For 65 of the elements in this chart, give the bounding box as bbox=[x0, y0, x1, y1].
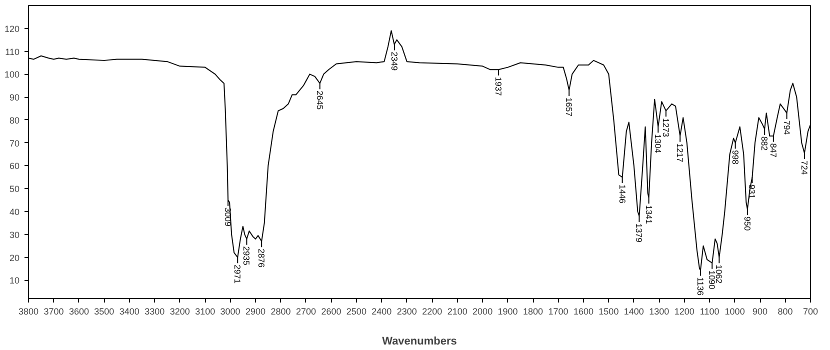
annotation: 1304 bbox=[653, 134, 664, 154]
x-tick-label: 3300 bbox=[144, 306, 165, 316]
y-tick-label: 50 bbox=[9, 184, 20, 194]
x-tick-label: 3200 bbox=[170, 306, 190, 316]
x-tick-label: 2900 bbox=[246, 306, 266, 316]
x-tick-label: 3100 bbox=[195, 306, 216, 316]
x-tick-label: 1300 bbox=[649, 306, 670, 316]
x-tick-label: 2800 bbox=[270, 306, 291, 316]
x-tick-label: 1800 bbox=[523, 306, 544, 316]
x-tick-label: 1700 bbox=[548, 306, 568, 316]
y-tick-label: 70 bbox=[9, 138, 20, 148]
y-tick-label: 30 bbox=[9, 230, 20, 240]
x-tick-label: 1000 bbox=[724, 306, 745, 316]
x-tick-label: 3700 bbox=[44, 306, 64, 316]
y-tick-label: 20 bbox=[9, 252, 20, 263]
annotation: 882 bbox=[760, 136, 770, 151]
x-tick-label: 1400 bbox=[624, 306, 644, 316]
y-tick-label: 100 bbox=[4, 70, 20, 80]
x-tick-label: 1900 bbox=[498, 306, 518, 316]
annotation: 2876 bbox=[256, 248, 267, 268]
x-tick-label: 3400 bbox=[119, 306, 140, 316]
x-tick-label: 2700 bbox=[296, 306, 316, 316]
y-tick-label: 120 bbox=[4, 24, 20, 34]
x-tick-label: 2200 bbox=[422, 306, 442, 316]
annotation: 1379 bbox=[634, 223, 644, 243]
annotation: 950 bbox=[742, 216, 752, 232]
annotation: 1657 bbox=[564, 98, 574, 117]
annotation: 1273 bbox=[660, 118, 671, 138]
x-tick-label: 1200 bbox=[674, 306, 694, 316]
x-axis-title: Wavenumbers bbox=[382, 336, 457, 348]
x-tick-label: 900 bbox=[752, 306, 768, 316]
annotation: 1341 bbox=[644, 205, 654, 224]
annotation: 1136 bbox=[696, 277, 706, 296]
y-tick-label: 90 bbox=[9, 92, 20, 103]
x-tick-label: 2600 bbox=[321, 306, 342, 316]
y-tick-label: 110 bbox=[5, 46, 20, 57]
x-tick-label: 2400 bbox=[372, 306, 392, 316]
x-tick-label: 1600 bbox=[573, 306, 594, 316]
y-tick-label: 80 bbox=[9, 115, 20, 126]
annotation: 998 bbox=[730, 150, 740, 165]
y-tick-label: 60 bbox=[9, 161, 20, 172]
annotation: 2935 bbox=[242, 246, 252, 266]
x-tick-label: 2500 bbox=[346, 306, 366, 316]
y-tick-label: 40 bbox=[9, 207, 20, 218]
annotation: 2645 bbox=[314, 90, 325, 110]
x-tick-label: 3800 bbox=[18, 306, 39, 316]
annotation: 2349 bbox=[390, 52, 400, 71]
x-tick-label: 3600 bbox=[68, 306, 89, 316]
annotation: 2971 bbox=[232, 264, 243, 284]
x-tick-label: 3500 bbox=[94, 306, 114, 316]
x-tick-label: 800 bbox=[778, 306, 793, 316]
annotation: 1217 bbox=[675, 143, 686, 162]
annotation: 794 bbox=[782, 120, 792, 135]
x-tick-label: 2000 bbox=[472, 306, 493, 316]
annotation: 724 bbox=[799, 160, 810, 175]
annotation: 1446 bbox=[617, 184, 628, 204]
annotation: 847 bbox=[768, 143, 778, 158]
x-tick-label: 1100 bbox=[700, 306, 720, 316]
annotation: 1937 bbox=[493, 76, 504, 96]
x-tick-label: 2100 bbox=[447, 306, 468, 316]
x-tick-label: 3000 bbox=[220, 306, 240, 316]
x-tick-label: 700 bbox=[802, 306, 818, 316]
y-tick-label: 10 bbox=[9, 276, 20, 286]
x-tick-label: 1500 bbox=[598, 306, 619, 316]
x-tick-label: 2300 bbox=[396, 306, 417, 316]
